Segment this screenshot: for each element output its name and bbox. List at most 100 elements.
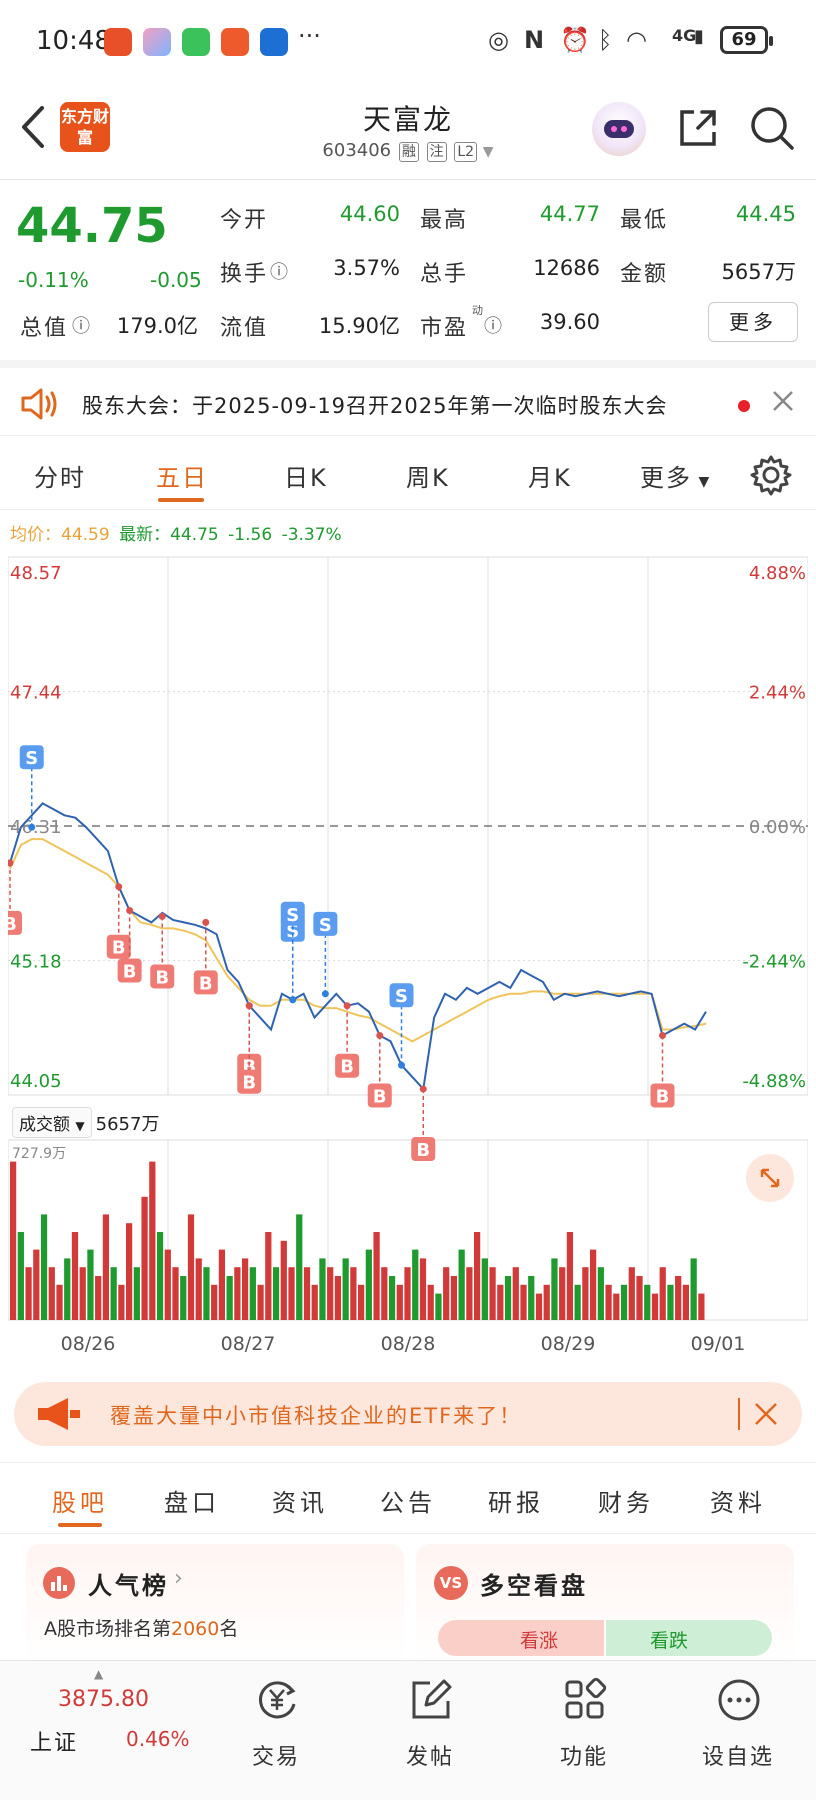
index-value[interactable]: 3875.80 <box>58 1687 149 1712</box>
x-axis-date-label: 08/26 <box>61 1333 116 1355</box>
info-icon[interactable]: ⓘ <box>72 316 90 337</box>
more-notifications-icon: ··· <box>298 22 321 50</box>
buy-marker-label: B <box>123 962 137 983</box>
turnover-value: 3.57% <box>333 256 400 280</box>
banner-text[interactable]: 覆盖大量中小市值科技企业的ETF来了！ <box>110 1404 523 1428</box>
close-icon[interactable] <box>754 1402 778 1426</box>
buy-marker <box>8 910 22 935</box>
volume-header: 成交额 ▼ 5657万 <box>12 1107 159 1138</box>
tab-more[interactable]: 更多 ▼ <box>640 464 712 492</box>
tab-order-book[interactable]: 盘口 <box>164 1489 220 1517</box>
notice-bar[interactable]: 股东大会：于2025-09-19召开2025年第一次临时股东大会 <box>0 360 816 436</box>
bluetooth-icon: ᛒ <box>598 26 613 54</box>
popularity-card[interactable]: 人气榜 › A股市场排名第2060名 <box>26 1544 404 1664</box>
buy-marker-label: B <box>340 1057 354 1078</box>
left-tick-label: 48.57 <box>10 563 62 584</box>
tab-weekly-k[interactable]: 周K <box>406 464 450 492</box>
index-name[interactable]: 上证 <box>30 1731 79 1756</box>
volume-bar <box>659 1267 666 1320</box>
volume-bar <box>334 1276 342 1320</box>
volume-bar <box>95 1276 102 1320</box>
volume-bar <box>17 1232 24 1320</box>
market-cap-label: 总值 <box>20 316 69 341</box>
level2-tag: L2 <box>454 142 478 162</box>
long-short-card[interactable]: VS 多空看盘 看涨 看跌 <box>416 1544 794 1664</box>
active-tab-underline <box>158 498 204 502</box>
open-label: 今开 <box>220 208 269 233</box>
open-value: 44.60 <box>339 202 400 226</box>
volume-bar <box>474 1232 481 1320</box>
volume-bar <box>590 1249 597 1320</box>
volume-bar <box>358 1284 365 1320</box>
info-icon[interactable]: ⓘ <box>270 262 288 283</box>
tab-daily-k[interactable]: 日K <box>284 464 328 492</box>
bull-bar[interactable]: 看涨 <box>438 1620 604 1656</box>
more-circle-icon <box>718 1679 760 1721</box>
info-icon[interactable]: ⓘ <box>484 316 502 337</box>
sell-marker-label: S <box>25 748 38 769</box>
tab-profile[interactable]: 资料 <box>710 1489 766 1517</box>
etf-promo-banner[interactable]: 覆盖大量中小市值科技企业的ETF来了！ <box>14 1382 802 1446</box>
nav-post[interactable]: 发帖 <box>380 1661 480 1800</box>
buy-marker <box>367 1083 392 1108</box>
trade-marker-dot <box>659 1031 666 1039</box>
volume-total: 5657万 <box>95 1113 160 1135</box>
tab-financials[interactable]: 财务 <box>598 1489 654 1517</box>
tab-news[interactable]: 资讯 <box>272 1489 328 1517</box>
nav-trade[interactable]: 交易 <box>226 1661 326 1800</box>
tab-research[interactable]: 研报 <box>488 1489 544 1517</box>
notice-text[interactable]: 股东大会：于2025-09-19召开2025年第一次临时股东大会 <box>82 394 668 418</box>
change-percent: -0.11% <box>18 268 89 292</box>
sell-marker-label: S <box>286 905 299 926</box>
signal-icon: ▮ <box>694 26 704 47</box>
volume-bar <box>450 1276 458 1320</box>
volume-bar <box>412 1249 419 1320</box>
expand-chart-button[interactable] <box>746 1154 794 1202</box>
volume-bar <box>682 1284 690 1320</box>
share-icon[interactable] <box>676 106 720 150</box>
sell-marker <box>313 911 338 936</box>
volume-bar <box>458 1249 465 1320</box>
price-plot-frame <box>8 556 808 1096</box>
buy-marker <box>193 970 218 995</box>
tab-announcements[interactable]: 公告 <box>380 1489 436 1517</box>
tab-intraday[interactable]: 分时 <box>34 464 86 492</box>
nav-add-watchlist[interactable]: 设自选 <box>688 1661 788 1800</box>
right-tick-label: 0.00% <box>749 817 806 838</box>
megaphone-icon <box>38 1398 80 1430</box>
more-button[interactable]: 更多 <box>708 302 798 342</box>
close-icon[interactable] <box>772 390 794 412</box>
index-change[interactable]: 0.46% <box>126 1727 190 1751</box>
trade-marker-dot <box>8 859 14 867</box>
tab-forum[interactable]: 股吧 <box>52 1489 108 1517</box>
popularity-title: 人气榜 <box>88 1572 169 1600</box>
tab-five-day[interactable]: 五日 <box>156 464 208 492</box>
dropdown-caret-icon[interactable]: ▼ <box>482 144 494 160</box>
status-time: 10:48 <box>36 26 111 56</box>
nav-functions[interactable]: 功能 <box>534 1661 634 1800</box>
buy-marker-label: B <box>416 1140 430 1161</box>
bottom-navigation: ▲ 3875.80 上证 0.46% 交易 发帖 功能 设自选 <box>0 1660 816 1800</box>
five-day-chart[interactable]: 48.57 4.88% 47.44 2.44% 46.31 0.00% 45.18 -2.44… <box>8 555 808 1355</box>
settings-gear-icon[interactable] <box>750 454 792 496</box>
volume-bar <box>195 1258 202 1320</box>
search-icon[interactable] <box>748 104 796 152</box>
tab-monthly-k[interactable]: 月K <box>528 464 572 492</box>
volume-bar <box>164 1249 171 1320</box>
stock-code-line: 603406 融 注 L2 ▼ <box>0 140 816 162</box>
volume-bar <box>133 1267 140 1320</box>
x-axis-date-label: 08/29 <box>541 1333 596 1355</box>
volume-bar <box>48 1267 55 1320</box>
x-axis-date-label: 09/01 <box>691 1333 746 1355</box>
caret-up-icon[interactable]: ▲ <box>94 1667 104 1681</box>
volume-bar <box>644 1284 651 1320</box>
bear-bar[interactable]: 看跌 <box>606 1620 772 1656</box>
amount-label: 金额 <box>620 262 669 287</box>
sell-marker-label: S <box>395 986 408 1007</box>
back-icon[interactable] <box>18 104 48 150</box>
battery-indicator: 69 <box>720 26 773 54</box>
left-tick-label: 44.05 <box>10 1071 62 1092</box>
volume-type-dropdown[interactable]: 成交额 ▼ <box>12 1107 92 1138</box>
volume-bar <box>226 1276 233 1320</box>
ai-assistant-icon[interactable] <box>592 102 646 156</box>
